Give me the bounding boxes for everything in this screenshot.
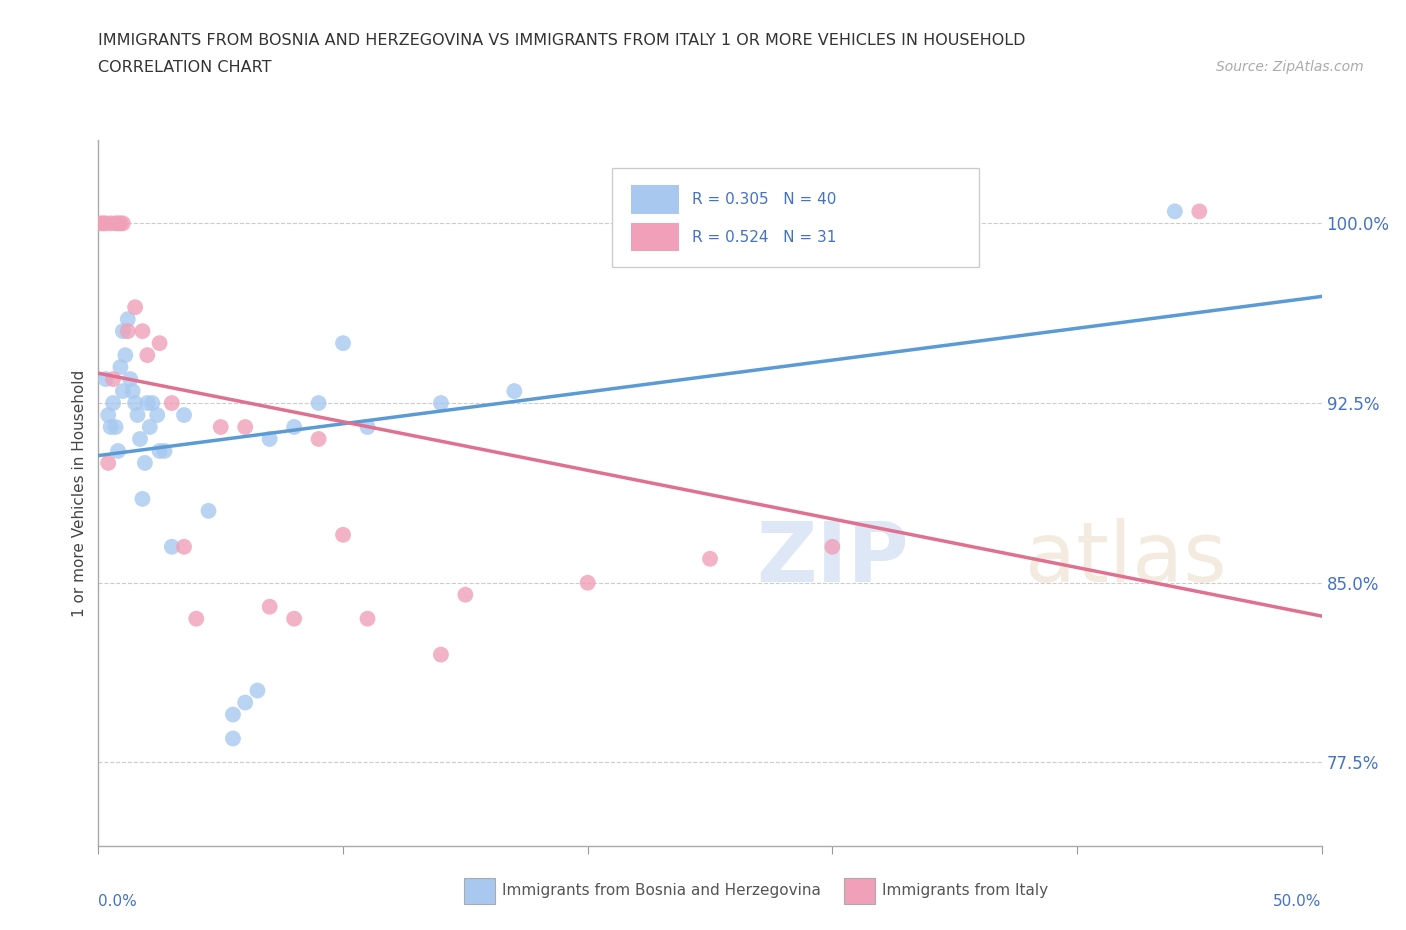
Text: R = 0.524   N = 31: R = 0.524 N = 31: [692, 230, 837, 245]
Point: [308, 432, 330, 446]
FancyBboxPatch shape: [630, 223, 679, 251]
Point: [233, 695, 256, 710]
Point: [356, 419, 378, 434]
Point: [114, 348, 136, 363]
Y-axis label: 1 or more Vehicles in Household: 1 or more Vehicles in Household: [72, 369, 87, 617]
Text: ZIP: ZIP: [756, 518, 908, 599]
Text: Immigrants from Bosnia and Herzegovina: Immigrants from Bosnia and Herzegovina: [502, 884, 821, 898]
Point: [283, 611, 305, 626]
Point: [90, 216, 112, 231]
Point: [124, 395, 146, 410]
Point: [120, 372, 142, 387]
Point: [821, 539, 844, 554]
Point: [259, 432, 281, 446]
Point: [104, 216, 127, 231]
Point: [160, 539, 183, 554]
Text: Source: ZipAtlas.com: Source: ZipAtlas.com: [1216, 60, 1364, 74]
Text: R = 0.305   N = 40: R = 0.305 N = 40: [692, 193, 837, 207]
Point: [246, 684, 269, 698]
Point: [308, 395, 330, 410]
Text: CORRELATION CHART: CORRELATION CHART: [98, 60, 271, 75]
Point: [233, 419, 256, 434]
Point: [134, 456, 156, 471]
Point: [222, 707, 245, 722]
Point: [503, 384, 526, 399]
Point: [101, 395, 124, 410]
Point: [149, 336, 172, 351]
Point: [160, 395, 183, 410]
Point: [100, 216, 122, 231]
Point: [104, 419, 127, 434]
Point: [97, 456, 120, 471]
Point: [1188, 204, 1211, 219]
Point: [222, 731, 245, 746]
Point: [153, 444, 176, 458]
Point: [136, 348, 159, 363]
FancyBboxPatch shape: [612, 167, 979, 267]
Point: [101, 372, 124, 387]
Point: [576, 576, 599, 591]
Text: 50.0%: 50.0%: [1274, 895, 1322, 910]
Point: [454, 587, 477, 602]
Point: [111, 216, 134, 231]
Point: [127, 407, 149, 422]
Point: [173, 539, 195, 554]
Point: [430, 647, 453, 662]
Point: [97, 407, 120, 422]
Point: [100, 419, 122, 434]
Point: [136, 395, 159, 410]
Text: atlas: atlas: [1025, 518, 1227, 599]
Point: [111, 384, 134, 399]
Point: [107, 216, 129, 231]
Text: 0.0%: 0.0%: [98, 895, 138, 910]
Point: [699, 551, 721, 566]
Point: [117, 324, 139, 339]
FancyBboxPatch shape: [630, 185, 679, 214]
Point: [94, 372, 117, 387]
Point: [117, 312, 139, 326]
Point: [283, 419, 305, 434]
Point: [131, 324, 153, 339]
Point: [107, 444, 129, 458]
Point: [131, 491, 153, 506]
Point: [129, 432, 152, 446]
Point: [110, 216, 132, 231]
Point: [110, 360, 132, 375]
Point: [186, 611, 208, 626]
Point: [356, 611, 378, 626]
Point: [209, 419, 232, 434]
Point: [91, 216, 114, 231]
Point: [124, 299, 146, 314]
Text: Immigrants from Italy: Immigrants from Italy: [882, 884, 1047, 898]
Point: [141, 395, 163, 410]
Point: [173, 407, 195, 422]
Point: [1164, 204, 1187, 219]
Point: [332, 527, 354, 542]
Point: [139, 419, 162, 434]
Point: [94, 216, 117, 231]
Point: [197, 503, 219, 518]
Point: [430, 395, 453, 410]
Point: [146, 407, 169, 422]
Point: [149, 444, 172, 458]
Point: [332, 336, 354, 351]
Point: [121, 384, 143, 399]
Text: IMMIGRANTS FROM BOSNIA AND HERZEGOVINA VS IMMIGRANTS FROM ITALY 1 OR MORE VEHICL: IMMIGRANTS FROM BOSNIA AND HERZEGOVINA V…: [98, 33, 1026, 47]
Point: [259, 599, 281, 614]
Point: [111, 324, 134, 339]
